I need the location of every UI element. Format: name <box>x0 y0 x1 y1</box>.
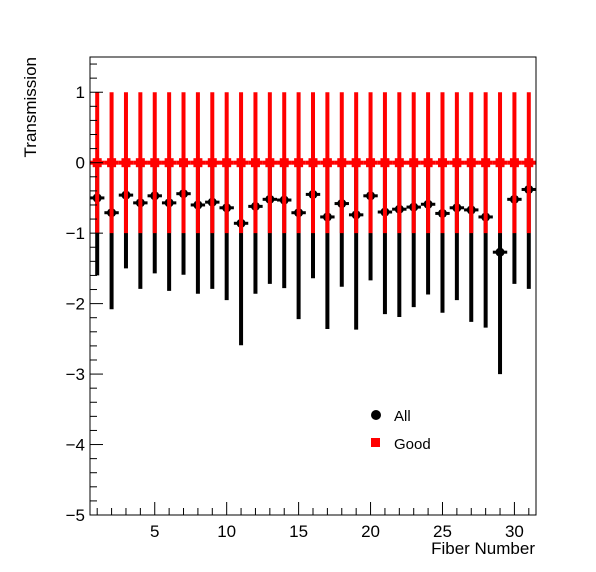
y-tick-label: −3 <box>66 365 85 384</box>
y-tick-label: 1 <box>76 83 85 102</box>
good-point <box>366 158 376 168</box>
good-point <box>207 158 217 168</box>
good-point <box>380 158 390 168</box>
good-point <box>466 158 476 168</box>
y-axis: −5 −4 −3 −2 −1 0 1 <box>66 63 103 525</box>
y-tick-label: −4 <box>66 436 85 455</box>
x-axis-label: Fiber Number <box>431 539 535 558</box>
x-tick-label: 15 <box>289 522 308 541</box>
good-point <box>279 158 289 168</box>
good-point <box>107 158 117 168</box>
good-point <box>495 158 505 168</box>
good-point <box>193 158 203 168</box>
y-tick-label: −5 <box>66 506 85 525</box>
good-point <box>452 158 462 168</box>
x-tick-label: 10 <box>217 522 236 541</box>
good-point <box>179 158 189 168</box>
y-axis-label: Transmission <box>21 57 40 157</box>
good-point <box>394 158 404 168</box>
all-point <box>495 247 505 257</box>
good-point <box>337 158 347 168</box>
x-tick-label: 5 <box>150 522 159 541</box>
series-layer <box>90 92 536 375</box>
y-tick-label: −1 <box>66 224 85 243</box>
good-point <box>481 158 491 168</box>
good-point <box>121 158 131 168</box>
x-tick-label: 30 <box>505 522 524 541</box>
legend: All Good <box>371 408 431 453</box>
good-point <box>509 158 519 168</box>
good-point <box>150 158 160 168</box>
good-point <box>524 158 534 168</box>
good-point <box>135 158 145 168</box>
good-point <box>351 158 361 168</box>
legend-label-good: Good <box>394 436 431 453</box>
good-point <box>236 158 246 168</box>
good-point <box>409 158 419 168</box>
x-tick-label: 20 <box>361 522 380 541</box>
legend-label-all: All <box>394 408 411 425</box>
x-tick-label: 25 <box>433 522 452 541</box>
good-point <box>250 158 260 168</box>
good-point <box>423 158 433 168</box>
good-point <box>294 158 304 168</box>
good-point <box>308 158 318 168</box>
good-point <box>265 158 275 168</box>
x-axis: 5 10 15 20 25 30 <box>96 502 530 541</box>
good-point <box>222 158 232 168</box>
good-point <box>164 158 174 168</box>
legend-marker-all <box>371 410 381 420</box>
y-tick-label: −2 <box>66 295 85 314</box>
good-point <box>322 158 332 168</box>
legend-marker-good <box>371 438 380 447</box>
good-point <box>437 158 447 168</box>
y-tick-label: 0 <box>76 154 85 173</box>
